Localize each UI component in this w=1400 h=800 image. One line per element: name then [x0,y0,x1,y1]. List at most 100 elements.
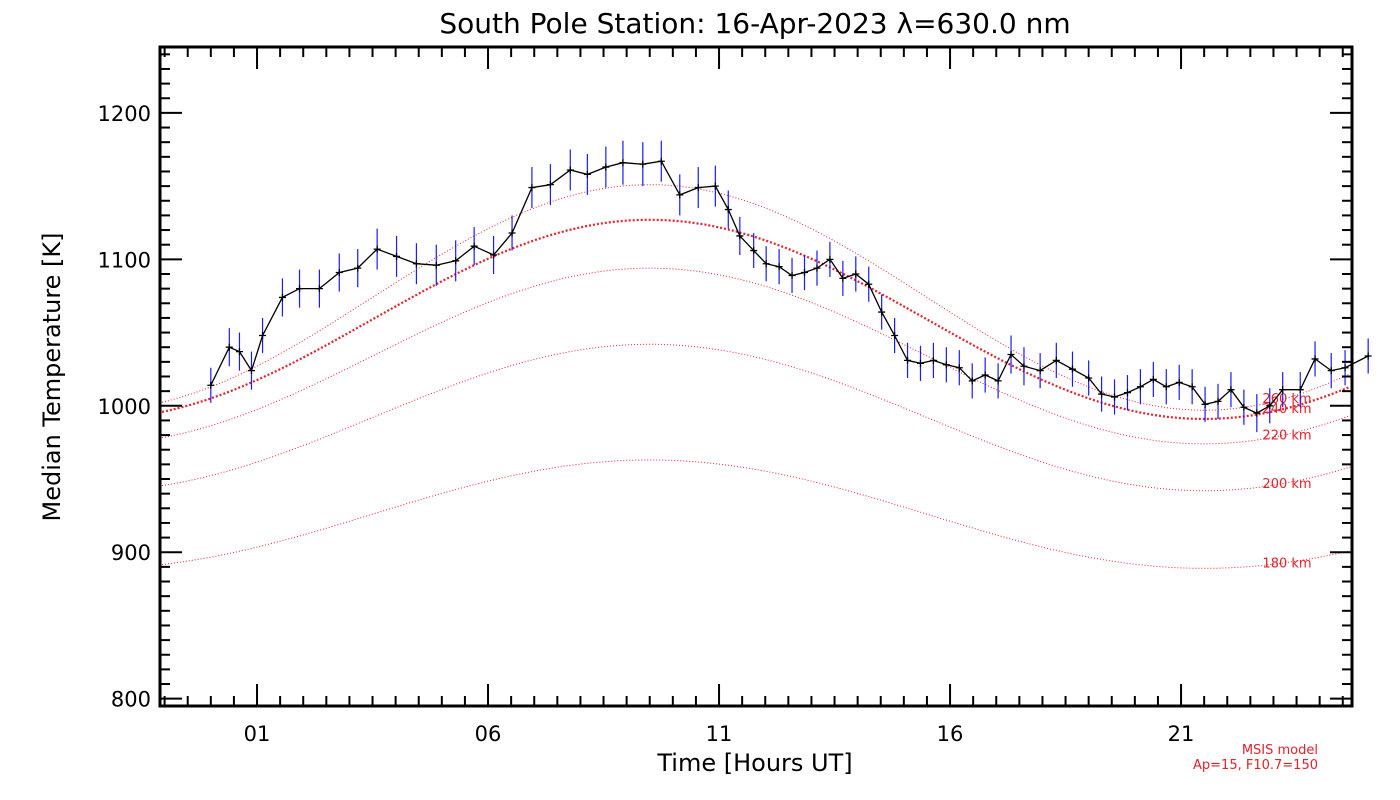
data-point [639,160,647,168]
data-point [826,255,834,263]
data-point [878,308,886,316]
y-tick-label: 900 [111,541,151,565]
data-point [412,260,420,268]
data-point [724,206,732,214]
y-tick-label: 800 [111,688,151,712]
data-point [235,348,243,356]
data-point [225,343,233,351]
data-point [1098,390,1106,398]
data-point [1341,364,1349,372]
data-point [1240,403,1248,411]
model-label-220-km: 220 km [1262,428,1311,443]
data-point [788,271,796,279]
data-point [1296,386,1304,394]
data-point [1162,383,1170,391]
data-point [1227,386,1235,394]
y-tick-label: 1000 [98,395,151,419]
data-point [1327,367,1335,375]
data-point [916,359,924,367]
data-point [676,191,684,199]
model-note-line-1: MSIS model [1242,743,1318,758]
data-point [839,274,847,282]
data-point [942,361,950,369]
data-point [711,182,719,190]
data-point [1149,375,1157,383]
x-tick-label: 21 [1168,722,1195,746]
x-tick-label: 16 [937,722,964,746]
y-axis-label: Median Temperature [K] [38,232,66,521]
data-point [657,157,665,165]
data-point [490,251,498,259]
data-point [528,184,536,192]
data-point [994,377,1002,385]
data-point [1364,352,1372,360]
model-label-240-km: 240 km [1262,402,1311,417]
data-point [813,264,821,272]
model-curve-200-km [161,343,1351,492]
data-point [373,245,381,253]
data-point [393,252,401,260]
data-point [1007,351,1015,359]
data-point [583,170,591,178]
y-tick-label: 1100 [98,248,151,272]
model-label-180-km: 180 km [1262,557,1311,572]
data-point [968,377,976,385]
axis-ticks: 800 900 1000 1100 1200 01 06 11 16 21 [98,47,1352,746]
data-point [762,260,770,268]
data-point [904,356,912,364]
data-point [750,247,758,255]
data-point [354,264,362,272]
data-point [801,269,809,277]
data-point [1052,356,1060,364]
data-point [1266,402,1274,410]
data-point [278,293,286,301]
data-point [432,261,440,269]
data-point [207,381,215,389]
data-point [1036,367,1044,375]
data-point [508,229,516,237]
data-point [1111,393,1119,401]
data-point [981,371,989,379]
model-note-line-2: Ap=15, F10.7=150 [1193,758,1318,773]
data-point [1175,378,1183,386]
data-point [1214,397,1222,405]
data-point [736,232,744,240]
data-point [852,270,860,278]
data-point [1188,383,1196,391]
data-point [1279,386,1287,394]
plot-frame [158,45,1354,708]
data-point [865,280,873,288]
data-point [335,269,343,277]
model-curve-260-km [161,184,1351,411]
data-point [259,331,267,339]
x-tick-label: 11 [706,722,733,746]
data-point [694,184,702,192]
data-point [602,163,610,171]
data-point [566,166,574,174]
model-label-260-km: 260 km [1262,392,1311,407]
data-point [1136,383,1144,391]
data-point [1068,365,1076,373]
data-point [619,159,627,167]
data-point [1123,389,1131,397]
data-point [1311,355,1319,363]
data-point [891,331,899,339]
y-tick-label: 1200 [98,102,151,126]
model-curve-180-km [161,459,1351,569]
data-point [929,356,937,364]
data-point [955,364,963,372]
model-label-200-km: 200 km [1262,477,1311,492]
x-tick-label: 01 [244,722,271,746]
data-point [247,367,255,375]
data-point [1085,374,1093,382]
data-point [546,181,554,189]
data-point [1020,362,1028,370]
data-point [452,257,460,265]
data-point [470,242,478,250]
x-axis-label: Time [Hours UT] [656,749,852,777]
data-point [775,263,783,271]
x-tick-label: 06 [475,722,502,746]
chart-title: South Pole Station: 16-Apr-2023 λ=630.0 … [439,7,1070,40]
